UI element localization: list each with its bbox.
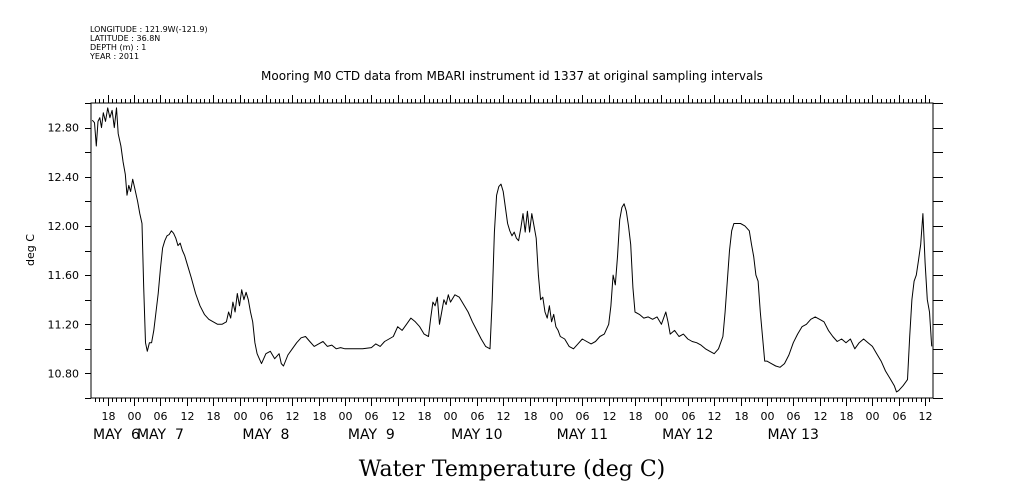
axis-ticks <box>85 95 943 406</box>
x-tick-label: 06 <box>471 410 485 423</box>
x-tick-label: 06 <box>260 410 274 423</box>
y-tick-label: 12.40 <box>48 171 80 184</box>
x-tick-label: 00 <box>550 410 564 423</box>
x-tick-label: 12 <box>497 410 511 423</box>
x-axis-title: Water Temperature (deg C) <box>359 457 666 482</box>
y-tick-label: 11.20 <box>48 318 80 331</box>
x-tick-label: 18 <box>735 410 749 423</box>
x-tick-label: 18 <box>840 410 854 423</box>
x-tick-label: 18 <box>102 410 116 423</box>
day-label: MAY 9 <box>348 427 395 443</box>
day-label: MAY 12 <box>662 427 713 443</box>
day-label: MAY 11 <box>557 427 608 443</box>
y-tick-label: 12.00 <box>48 220 80 233</box>
x-tick-label: 00 <box>444 410 458 423</box>
x-tick-label: 06 <box>154 410 168 423</box>
y-axis-label: deg C <box>24 234 37 266</box>
x-tick-label: 00 <box>761 410 775 423</box>
x-tick-label: 18 <box>313 410 327 423</box>
x-tick-label: 06 <box>576 410 590 423</box>
day-label: MAY 8 <box>242 427 289 443</box>
series-layer <box>91 107 933 393</box>
x-tick-label: 18 <box>207 410 221 423</box>
year-text: YEAR : 2011 <box>89 52 139 61</box>
x-tick-label: 12 <box>181 410 195 423</box>
day-label: MAY 10 <box>451 427 502 443</box>
latitude-text: LATITUDE : 36.8N <box>90 34 160 43</box>
x-tick-label: 00 <box>866 410 880 423</box>
x-minor-ticks <box>95 99 930 402</box>
x-tick-label: 12 <box>286 410 300 423</box>
x-tick-label: 12 <box>814 410 828 423</box>
y-tick-label: 10.80 <box>48 367 80 380</box>
x-tick-label: 06 <box>682 410 696 423</box>
x-tick-label: 00 <box>128 410 142 423</box>
chart-title: Mooring M0 CTD data from MBARI instrumen… <box>261 69 763 83</box>
x-tick-label: 12 <box>919 410 933 423</box>
depth-text: DEPTH (m) : 1 <box>90 43 146 52</box>
x-tick-label: 12 <box>392 410 406 423</box>
x-tick-label: 06 <box>787 410 801 423</box>
header-info: LONGITUDE : 121.9W(-121.9) LATITUDE : 36… <box>89 25 208 61</box>
day-label: MAY 7 <box>137 427 184 443</box>
y-tick-label: 11.60 <box>48 269 80 282</box>
x-tick-label: 06 <box>365 410 379 423</box>
plot-frame <box>90 102 934 399</box>
x-tick-label: 12 <box>708 410 722 423</box>
x-tick-label: 00 <box>234 410 248 423</box>
day-label: MAY 6 <box>93 427 140 443</box>
x-tick-label: 18 <box>629 410 643 423</box>
x-tick-label: 18 <box>524 410 538 423</box>
y-tick-label: 12.80 <box>48 122 80 135</box>
tick-labels: 18 00 06 12 18 00 06 12 18 00 06 12 18 00 06 12 18 00 06 12… <box>48 122 933 443</box>
x-tick-label: 00 <box>655 410 669 423</box>
longitude-text: LONGITUDE : 121.9W(-121.9) <box>90 25 208 34</box>
x-tick-label: 12 <box>603 410 617 423</box>
x-tick-label: 00 <box>339 410 353 423</box>
plot-border <box>90 102 934 399</box>
series-line <box>91 107 933 393</box>
x-tick-label: 06 <box>893 410 907 423</box>
day-label: MAY 13 <box>768 427 819 443</box>
x-tick-label: 18 <box>418 410 432 423</box>
